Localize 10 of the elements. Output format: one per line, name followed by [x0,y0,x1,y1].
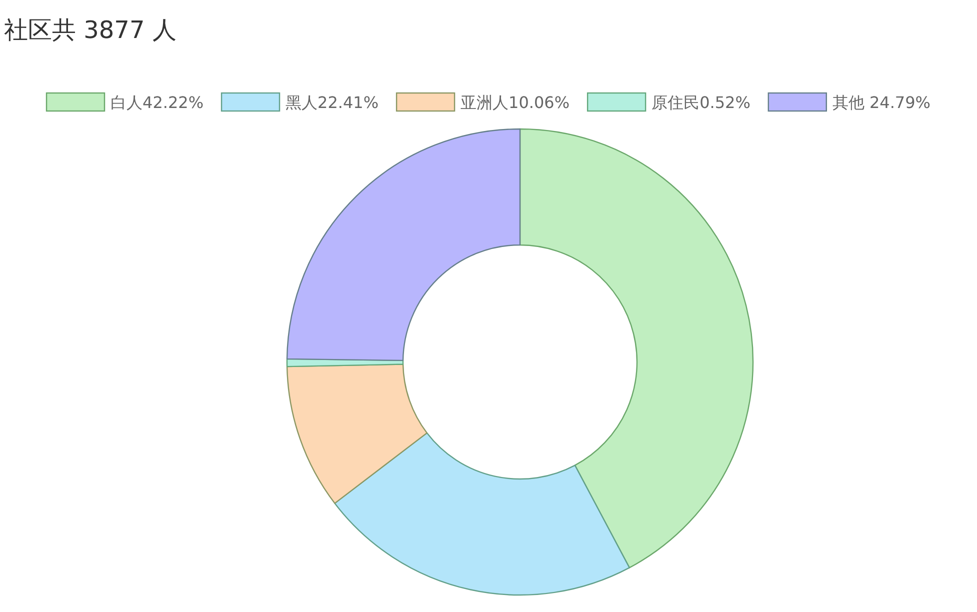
donut-slice [286,364,428,504]
legend-label: 白人42.22% [110,93,204,112]
donut-slice [286,128,521,362]
donut-slice [519,128,754,568]
legend-label: 亚洲人10.06% [460,93,570,112]
legend-label: 其他 24.79% [832,93,930,112]
donut-slice [334,432,630,596]
legend-label: 原住民0.52% [652,93,750,112]
legend-label: 黑人22.41% [286,93,379,112]
chart-title: 社区共 3877 人 [4,16,176,44]
